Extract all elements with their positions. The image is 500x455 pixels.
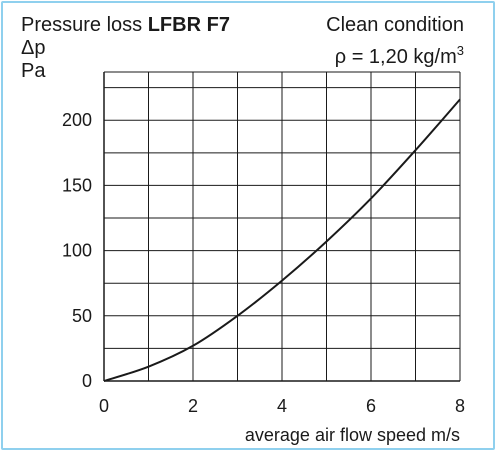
y-tick-label: 50 (72, 306, 92, 326)
y-tick-label: 150 (62, 175, 92, 195)
chart-frame (1, 1, 495, 450)
x-tick-label: 0 (99, 396, 109, 416)
x-tick-label: 8 (455, 396, 465, 416)
x-axis-label: average air flow speed m/s (245, 425, 460, 445)
y-tick-label: 0 (82, 371, 92, 391)
y-axis-symbol: Δp (21, 37, 46, 59)
density-text: ρ = 1,20 kg/m (334, 46, 457, 68)
title-prefix: Pressure loss (21, 14, 148, 36)
tick-labels: 0 2 4 6 8 0 50 100 150 200 (62, 110, 465, 416)
y-axis-unit: Pa (21, 60, 46, 82)
x-tick-label: 4 (277, 396, 287, 416)
density-exponent: 3 (456, 43, 464, 58)
series-line (103, 98, 461, 382)
condition-label: Clean condition (326, 14, 464, 36)
title-model: LFBR F7 (147, 14, 230, 36)
y-tick-label: 100 (62, 241, 92, 261)
x-tick-label: 6 (366, 396, 376, 416)
x-tick-label: 2 (188, 396, 198, 416)
density-label: ρ = 1,20 kg/m3 (335, 40, 464, 68)
chart-title: Pressure loss LFBR F7 (21, 14, 230, 36)
grid (103, 71, 461, 382)
y-tick-label: 200 (62, 110, 92, 130)
